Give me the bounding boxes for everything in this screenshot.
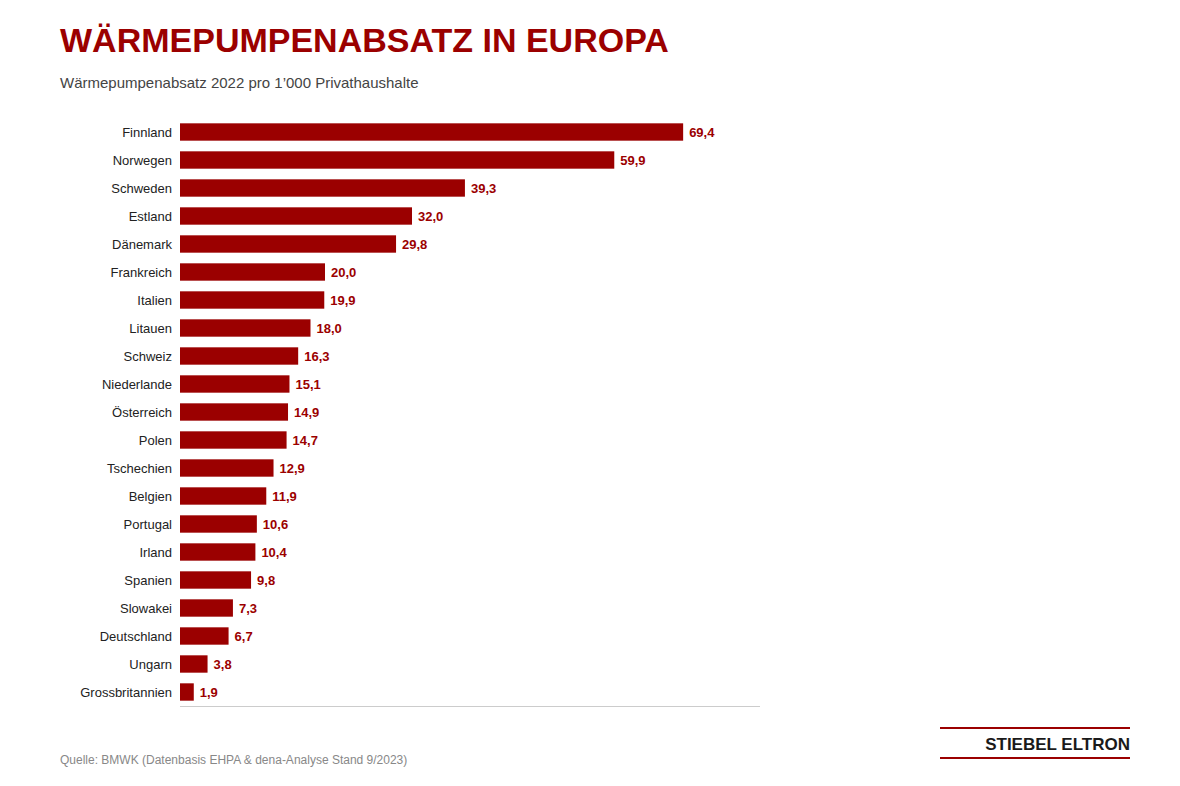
x-axis-line: [180, 706, 760, 707]
bar: [180, 179, 465, 196]
data-label: 1,9: [200, 685, 218, 700]
y-tick-label: Schweiz: [124, 349, 172, 364]
bar: [180, 375, 289, 392]
data-label: 32,0: [418, 209, 443, 224]
bar: [180, 543, 255, 560]
bar: [180, 207, 412, 224]
chart: WÄRMEPUMPENABSATZ IN EUROPA Wärmepumpenab…: [0, 0, 1180, 786]
data-label: 3,8: [214, 657, 232, 672]
y-tick-label: Litauen: [129, 321, 172, 336]
bar: [180, 151, 614, 168]
data-label: 15,1: [295, 377, 320, 392]
data-label: 10,4: [261, 545, 287, 560]
bar: [180, 431, 287, 448]
y-tick-label: Ungarn: [129, 657, 172, 672]
data-label: 14,9: [294, 405, 319, 420]
bar: [180, 291, 324, 308]
bar: [180, 487, 266, 504]
y-tick-label: Estland: [129, 209, 172, 224]
brand: STIEBEL ELTRON: [985, 735, 1130, 754]
bar: [180, 403, 288, 420]
bar: [180, 235, 396, 252]
data-label: 12,9: [280, 461, 305, 476]
data-label: 10,6: [263, 517, 288, 532]
y-tick-label: Slowakei: [120, 601, 172, 616]
brand-rule: [940, 757, 1130, 759]
bar: [180, 683, 194, 700]
y-tick-label: Portugal: [124, 517, 173, 532]
data-label: 39,3: [471, 181, 496, 196]
data-label: 11,9: [272, 489, 297, 504]
bar: [180, 655, 208, 672]
bar: [180, 571, 251, 588]
data-label: 16,3: [304, 349, 329, 364]
bar: [180, 599, 233, 616]
data-label: 7,3: [239, 601, 257, 616]
data-label: 18,0: [317, 321, 342, 336]
source-note: Quelle: BMWK (Datenbasis EHPA & dena-Ana…: [60, 753, 407, 767]
y-tick-label: Italien: [137, 293, 172, 308]
bar: [180, 627, 229, 644]
labels: Finnland 69,4 Norwegen 59,9 Schweden 39,3 Estl…: [80, 125, 715, 700]
y-tick-label: Belgien: [129, 489, 172, 504]
data-label: 29,8: [402, 237, 427, 252]
bar: [180, 459, 274, 476]
title: WÄRMEPUMPENABSATZ IN EUROPA: [60, 21, 669, 59]
data-label: 14,7: [293, 433, 318, 448]
y-tick-label: Finnland: [122, 125, 172, 140]
data-label: 69,4: [689, 125, 715, 140]
bar: [180, 123, 683, 140]
y-tick-label: Dänemark: [112, 237, 172, 252]
y-tick-label: Deutschland: [100, 629, 172, 644]
bar: [180, 263, 325, 280]
y-tick-label: Schweden: [111, 181, 172, 196]
bar: [180, 347, 298, 364]
y-tick-label: Österreich: [112, 405, 172, 420]
y-tick-label: Grossbritannien: [80, 685, 172, 700]
data-label: 9,8: [257, 573, 275, 588]
y-tick-label: Tschechien: [107, 461, 172, 476]
bar: [180, 515, 257, 532]
y-tick-label: Frankreich: [111, 265, 172, 280]
y-tick-label: Irland: [139, 545, 172, 560]
data-label: 19,9: [330, 293, 355, 308]
y-tick-label: Spanien: [124, 573, 172, 588]
bars: [180, 123, 683, 700]
subtitle: Wärmepumpenabsatz 2022 pro 1’000 Privath…: [60, 74, 419, 91]
brand-rule: [940, 727, 1130, 729]
data-label: 59,9: [620, 153, 645, 168]
y-tick-label: Norwegen: [113, 153, 172, 168]
bar: [180, 319, 311, 336]
data-label: 6,7: [235, 629, 253, 644]
y-tick-label: Niederlande: [102, 377, 172, 392]
y-tick-label: Polen: [139, 433, 172, 448]
data-label: 20,0: [331, 265, 356, 280]
background: [0, 0, 1180, 786]
